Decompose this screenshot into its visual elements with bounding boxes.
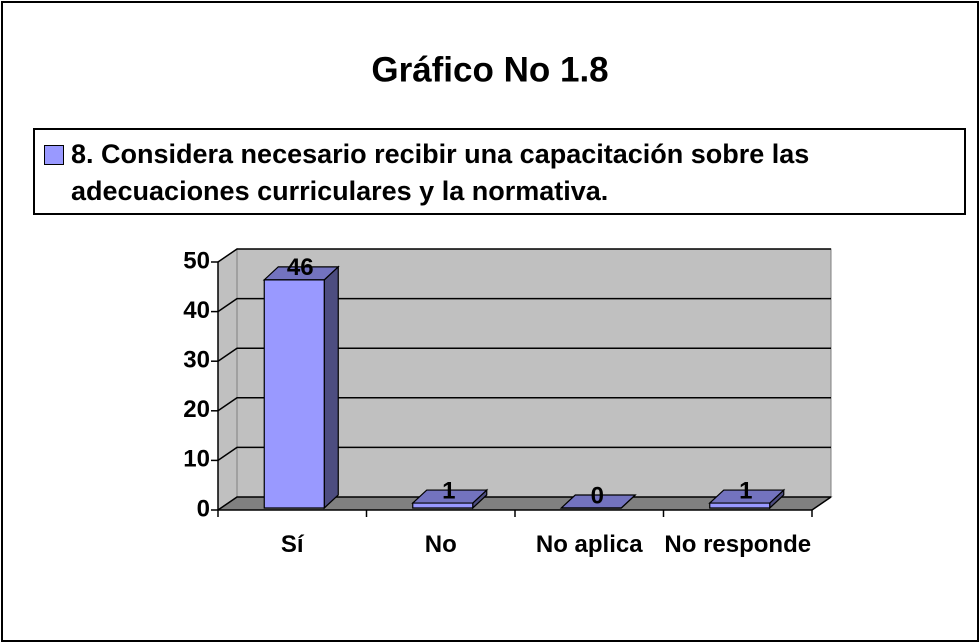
bar-front (263, 279, 325, 509)
grid-line (217, 397, 831, 412)
grid-line (217, 297, 831, 313)
x-tick-label: No aplica (535, 531, 643, 558)
x-axis-end (811, 496, 832, 511)
y-tick-label: 30 (183, 347, 210, 374)
value-label: 1 (739, 477, 752, 504)
bar-front (412, 502, 474, 509)
y-tick-label: 20 (183, 396, 210, 423)
y-tick-label: 10 (183, 446, 210, 473)
value-label: 0 (591, 482, 604, 509)
grid-line (217, 446, 831, 462)
bar-front (709, 502, 771, 509)
legend: 8. Considera necesario recibir una capac… (33, 128, 966, 215)
x-tick-label: No responde (664, 531, 812, 558)
grid-line (217, 347, 831, 362)
bar (708, 488, 786, 510)
value-label: 46 (287, 254, 314, 281)
bar (411, 488, 489, 510)
chart-title: Gráfico No 1.8 (371, 50, 608, 89)
x-tick-label: Sí (280, 531, 304, 558)
bar-side (323, 265, 339, 510)
y-tick-label: 40 (183, 297, 210, 324)
x-tick-label: No (424, 531, 457, 558)
value-label: 1 (442, 477, 455, 504)
legend-label: 8. Considera necesario recibir una capac… (71, 139, 810, 206)
grid-line (217, 248, 831, 263)
bar (262, 265, 340, 510)
bar (559, 494, 637, 509)
legend-swatch (44, 145, 64, 165)
y-tick-label: 50 (183, 247, 210, 274)
y-tick-label: 0 (197, 495, 210, 522)
side-wall (217, 248, 238, 511)
